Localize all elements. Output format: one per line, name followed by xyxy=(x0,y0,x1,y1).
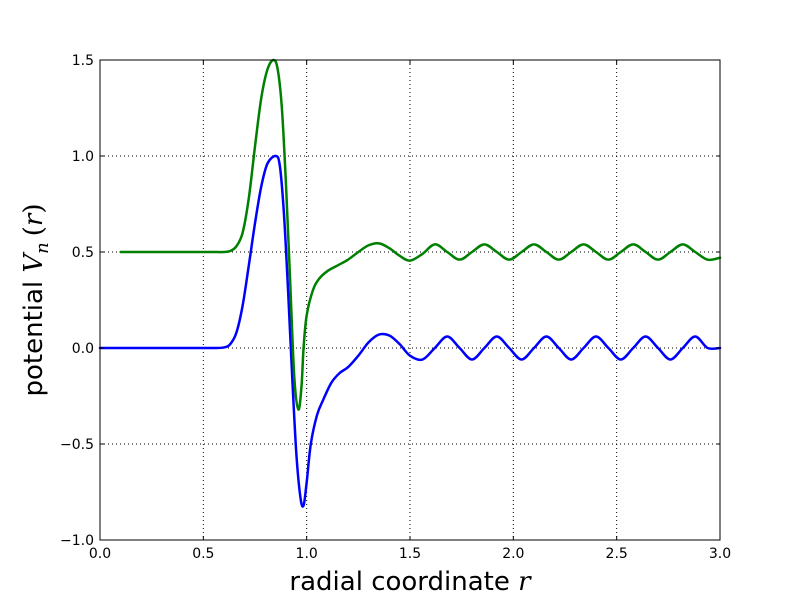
y-tick-label: 1.5 xyxy=(72,53,94,69)
y-axis-label-var: V xyxy=(19,252,49,273)
x-axis-label-var: r xyxy=(518,567,532,597)
grid-layer xyxy=(100,60,720,540)
y-axis-label: potential Vn (r) xyxy=(19,203,53,396)
y-tick-label: 0.0 xyxy=(72,341,94,357)
tick-layer: 0.0 0.5 1.0 1.5 2.0 2.5 3.0 −1.0 −0.5 0.0 0.5 1.0 1.… xyxy=(60,53,731,562)
x-tick-label: 2.5 xyxy=(606,546,628,562)
x-tick-label: 2.0 xyxy=(502,546,524,562)
x-tick-label: 3.0 xyxy=(709,546,731,562)
series-layer xyxy=(98,58,722,508)
y-axis-label-open: ( xyxy=(19,226,49,236)
x-tick-label: 1.5 xyxy=(399,546,421,562)
x-axis-label: radial coordinate r xyxy=(289,567,532,597)
series-line-2 xyxy=(119,58,722,411)
y-axis-label-sub: n xyxy=(32,242,53,254)
y-axis-label-arg: r xyxy=(19,212,49,226)
y-axis-label-close: ) xyxy=(19,203,49,213)
x-axis-label-text: radial coordinate xyxy=(289,567,509,597)
y-tick-label: −0.5 xyxy=(60,437,94,453)
x-tick-label: 1.0 xyxy=(296,546,318,562)
y-axis-label-text: potential xyxy=(19,281,49,397)
x-tick-label: 0.0 xyxy=(89,546,111,562)
series-line-1 xyxy=(98,154,722,508)
y-tick-label: 0.5 xyxy=(72,245,94,261)
x-tick-label: 0.5 xyxy=(192,546,214,562)
y-tick-label: 1.0 xyxy=(72,149,94,165)
y-tick-label: −1.0 xyxy=(60,533,94,549)
